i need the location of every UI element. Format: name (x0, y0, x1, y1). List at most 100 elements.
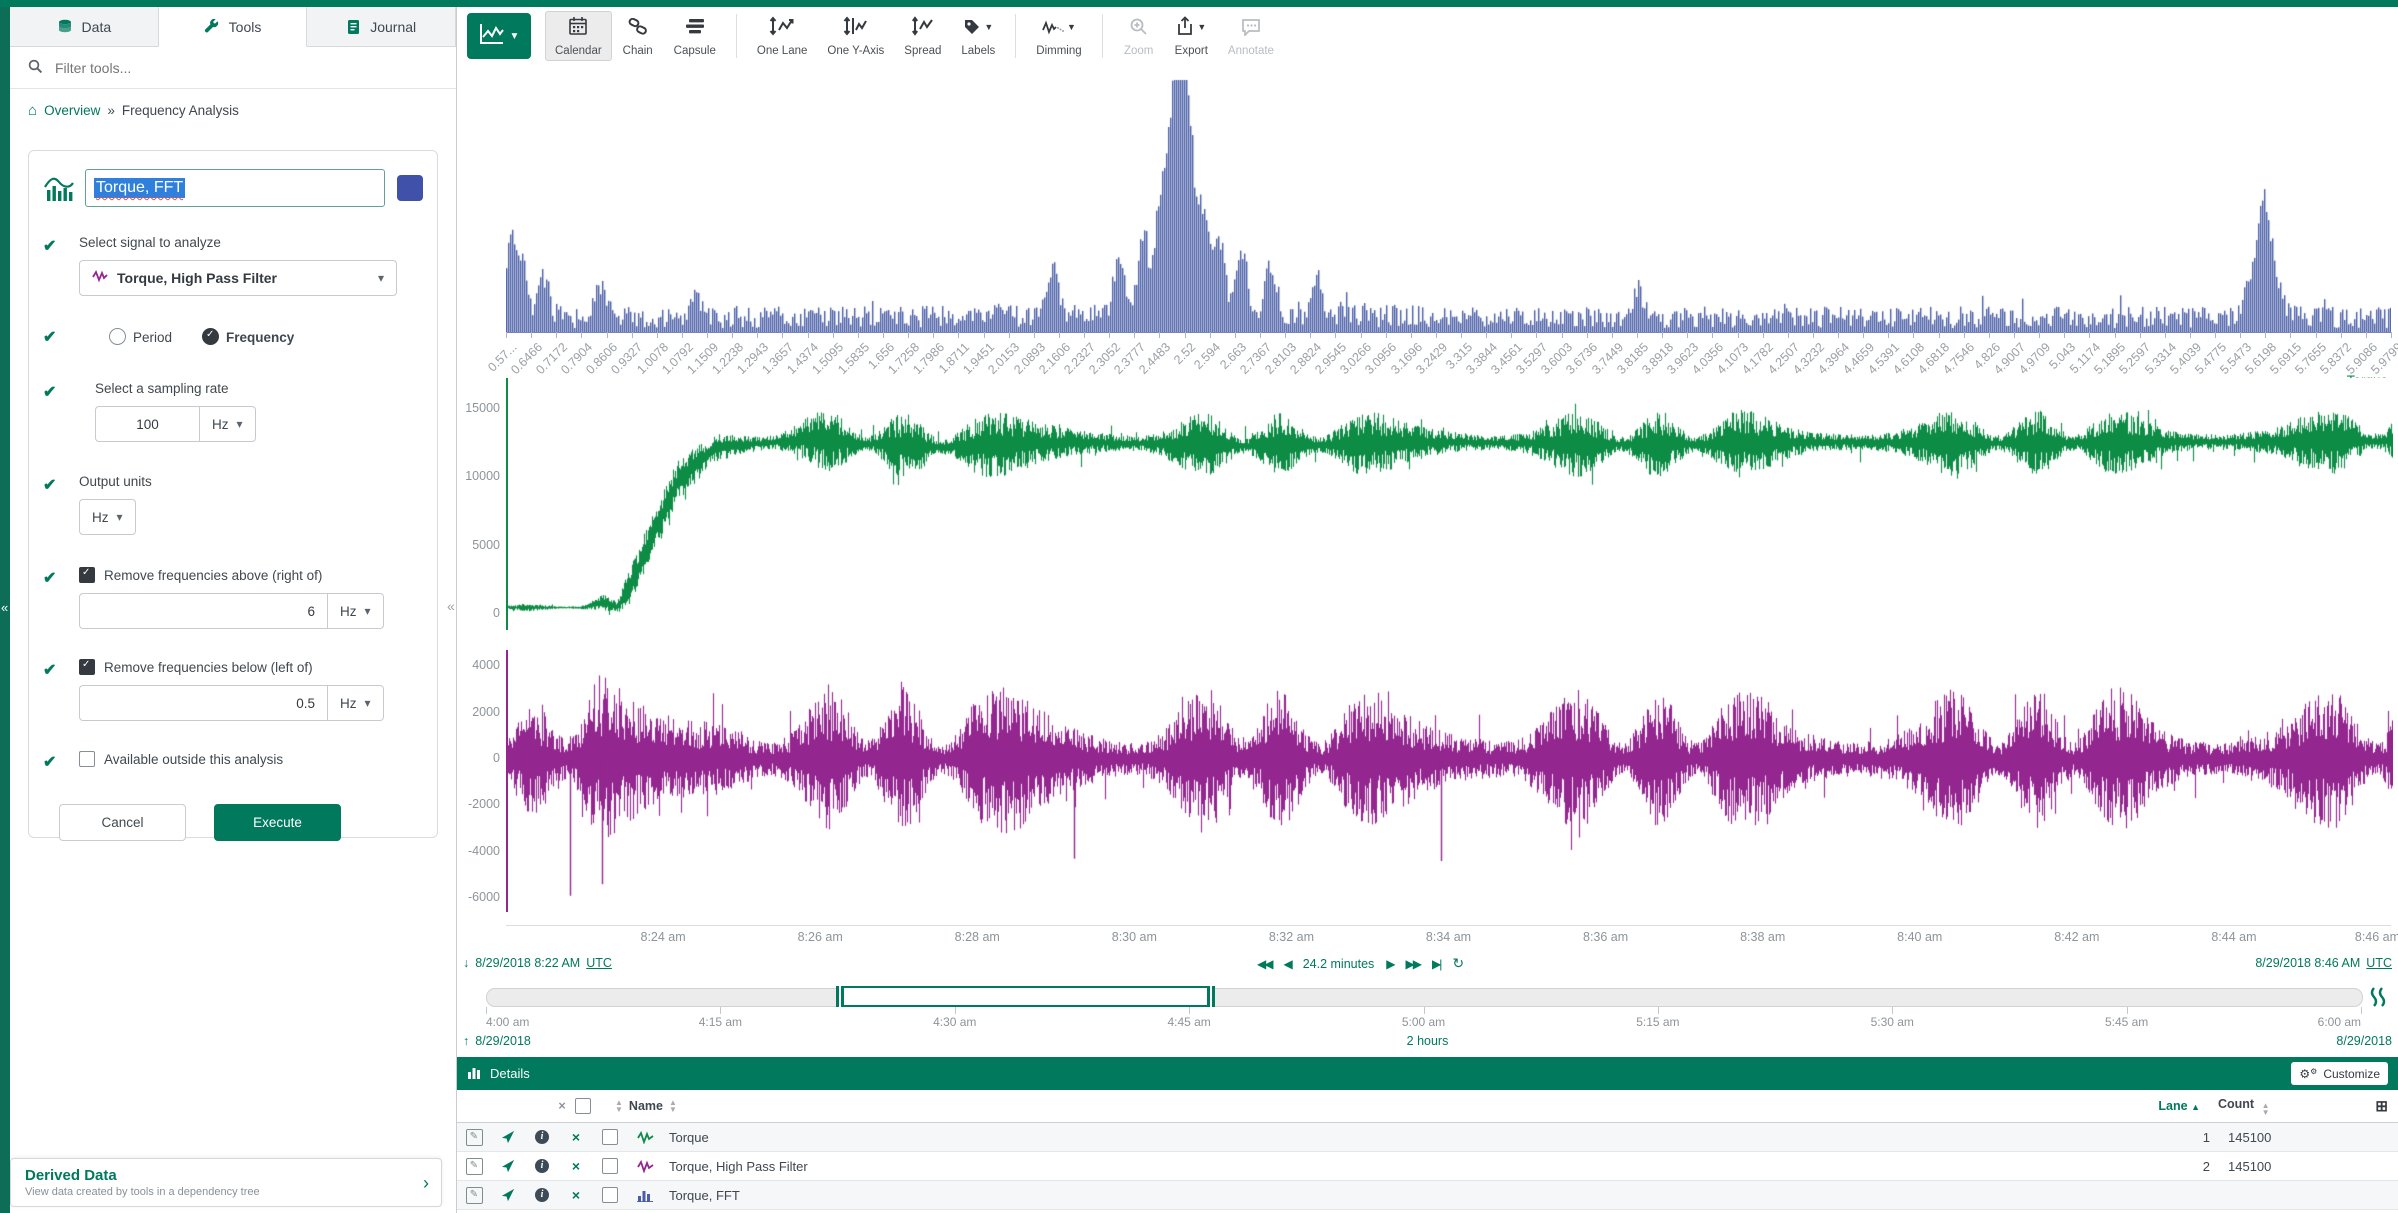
capsule-button[interactable]: Capsule (664, 11, 726, 61)
above-unit-dropdown[interactable]: Hz ▾ (327, 593, 384, 629)
labels-button[interactable]: ▼ Labels (951, 11, 1005, 61)
add-column-icon[interactable]: ⊞ (2375, 1098, 2388, 1115)
scrubber-left-handle[interactable] (835, 986, 844, 1007)
execute-button[interactable]: Execute (214, 804, 341, 841)
y-axis-label: 10000 (465, 469, 500, 484)
refresh-icon[interactable]: ↻ (1452, 955, 1465, 971)
select-all-checkbox[interactable] (575, 1097, 591, 1114)
cancel-button[interactable]: Cancel (59, 804, 186, 841)
tool-name-input[interactable]: Torque, FFT (85, 169, 385, 207)
step-back-much-icon[interactable]: ◀◀ (1257, 956, 1274, 971)
time-axis-label: 8:38 am (1740, 930, 1786, 944)
derived-data-panel[interactable]: Derived Data View data created by tools … (10, 1158, 442, 1207)
count-column-header[interactable]: Count ▲ ▼ (2218, 1096, 2270, 1117)
collapse-left-icon[interactable]: « (1, 600, 9, 615)
remove-above-input[interactable] (79, 593, 327, 629)
send-to-trend-icon[interactable] (491, 1188, 525, 1202)
arrow-up-icon[interactable]: ↑ (463, 1034, 470, 1048)
hpf-chart[interactable] (506, 650, 2393, 912)
table-row[interactable]: ✎ i × Torque, High Pass Filter 2 145100 (457, 1152, 2398, 1181)
step-available-outside: ✔ Available outside this analysis (29, 751, 437, 772)
export-button[interactable]: ▼ Export (1165, 11, 1218, 61)
one-lane-icon (769, 16, 795, 39)
fft-tick-mark (2290, 332, 2292, 338)
tab-data[interactable]: Data (10, 7, 159, 46)
step-back-icon[interactable]: ◀ (1283, 956, 1292, 971)
row-checkbox[interactable] (593, 1129, 627, 1145)
row-checkbox[interactable] (593, 1158, 627, 1174)
sort-icon[interactable]: ▲ ▼ (615, 1098, 623, 1114)
sort-icon[interactable]: ▲ ▼ (668, 1098, 677, 1114)
trend-view-button[interactable]: ▼ (467, 13, 531, 59)
step-forward-much-icon[interactable]: ▶▶ (1405, 956, 1423, 971)
period-radio[interactable]: Period (109, 328, 172, 345)
filter-tools-input[interactable] (53, 58, 438, 77)
range-start-tz[interactable]: UTC (586, 956, 612, 970)
remove-all-icon[interactable]: × (558, 1099, 566, 1113)
auto-update-icon[interactable] (2368, 986, 2390, 1013)
sampling-rate-input[interactable] (95, 406, 199, 442)
scrubber-selection[interactable] (835, 986, 1215, 1007)
range-end-tz[interactable]: UTC (2366, 956, 2392, 970)
investigate-date-left[interactable]: 8/29/2018 (475, 1034, 531, 1048)
remove-below-input[interactable] (79, 685, 327, 721)
fft-chart[interactable] (506, 70, 2391, 333)
chain-button[interactable]: Chain (612, 11, 664, 61)
one-y-axis-button[interactable]: One Y-Axis (817, 11, 894, 61)
signal-select[interactable]: Torque, High Pass Filter ▾ (79, 260, 397, 296)
investigate-duration[interactable]: 2 hours (1406, 1034, 1449, 1048)
arrow-down-icon[interactable]: ↓ (463, 956, 470, 970)
scrubber-right-handle[interactable] (1206, 986, 1215, 1007)
home-icon[interactable]: ⌂ (28, 102, 38, 119)
edit-properties-icon[interactable]: ✎ (457, 1157, 491, 1175)
remove-above-checkbox[interactable]: Remove frequencies above (right of) (79, 567, 423, 583)
step-forward-icon[interactable]: ▶ (1386, 956, 1395, 971)
calendar-button[interactable]: Calendar (545, 11, 612, 61)
info-icon[interactable]: i (525, 1188, 559, 1202)
fft-tick-mark (732, 332, 734, 338)
name-column-header[interactable]: Name (628, 1099, 663, 1113)
remove-below-checkbox[interactable]: Remove frequencies below (left of) (79, 659, 423, 675)
remove-icon[interactable]: × (571, 1158, 581, 1174)
scrubber-tick-label: 6:00 am (2317, 1015, 2361, 1029)
sampling-unit-dropdown[interactable]: Hz ▾ (199, 406, 256, 442)
output-unit-dropdown[interactable]: Hz ▾ (79, 499, 136, 535)
signal-color-swatch[interactable] (397, 175, 423, 201)
fft-tick-mark (1159, 332, 1161, 338)
remove-icon[interactable]: × (571, 1129, 581, 1145)
table-row[interactable]: ✎ i × Torque, FFT (457, 1181, 2398, 1210)
edit-properties-icon[interactable]: ✎ (457, 1186, 491, 1204)
fft-tick-mark (1662, 332, 1664, 338)
customize-button[interactable]: ⚙⚙ Customize (2291, 1062, 2388, 1085)
remove-icon[interactable]: × (571, 1187, 581, 1203)
available-outside-checkbox[interactable]: Available outside this analysis (79, 751, 423, 767)
table-row[interactable]: ✎ i × Torque 1 145100 (457, 1123, 2398, 1152)
send-to-trend-icon[interactable] (491, 1159, 525, 1173)
tools-sidebar: Data Tools Journal ⌂ Overvi (10, 7, 457, 1213)
collapse-sidebar-icon[interactable]: « (447, 598, 455, 614)
row-checkbox[interactable] (593, 1187, 627, 1203)
send-to-trend-icon[interactable] (491, 1130, 525, 1144)
dimming-button[interactable]: ▼ Dimming (1036, 20, 1082, 57)
scrubber-tick-label: 5:15 am (1636, 1015, 1680, 1029)
spread-button[interactable]: Spread (894, 11, 951, 61)
range-duration[interactable]: 24.2 minutes (1302, 956, 1375, 971)
info-icon[interactable]: i (525, 1130, 559, 1144)
tab-journal[interactable]: Journal (307, 7, 457, 46)
investigate-date-right[interactable]: 8/29/2018 (2336, 1034, 2392, 1048)
step-to-end-icon[interactable]: ▶| (1431, 956, 1442, 971)
below-unit-dropdown[interactable]: Hz ▾ (327, 685, 384, 721)
info-icon[interactable]: i (525, 1159, 559, 1173)
lane-column-header[interactable]: Lane ▲ (2158, 1099, 2200, 1113)
range-end-datetime[interactable]: 8/29/2018 8:46 AM (2255, 956, 2361, 970)
range-start-datetime[interactable]: 8/29/2018 8:22 AM (475, 956, 581, 970)
tab-tools[interactable]: Tools (158, 7, 308, 47)
breadcrumb-overview-link[interactable]: Overview (44, 103, 101, 118)
timeline-scrubber[interactable] (486, 986, 2363, 1007)
edit-properties-icon[interactable]: ✎ (457, 1128, 491, 1146)
fft-tick-mark (1536, 332, 1538, 338)
left-collapsed-rail[interactable]: « (0, 7, 10, 1213)
one-lane-button[interactable]: One Lane (747, 11, 818, 61)
frequency-radio[interactable]: Frequency (202, 328, 294, 345)
torque-chart[interactable] (506, 378, 2393, 630)
